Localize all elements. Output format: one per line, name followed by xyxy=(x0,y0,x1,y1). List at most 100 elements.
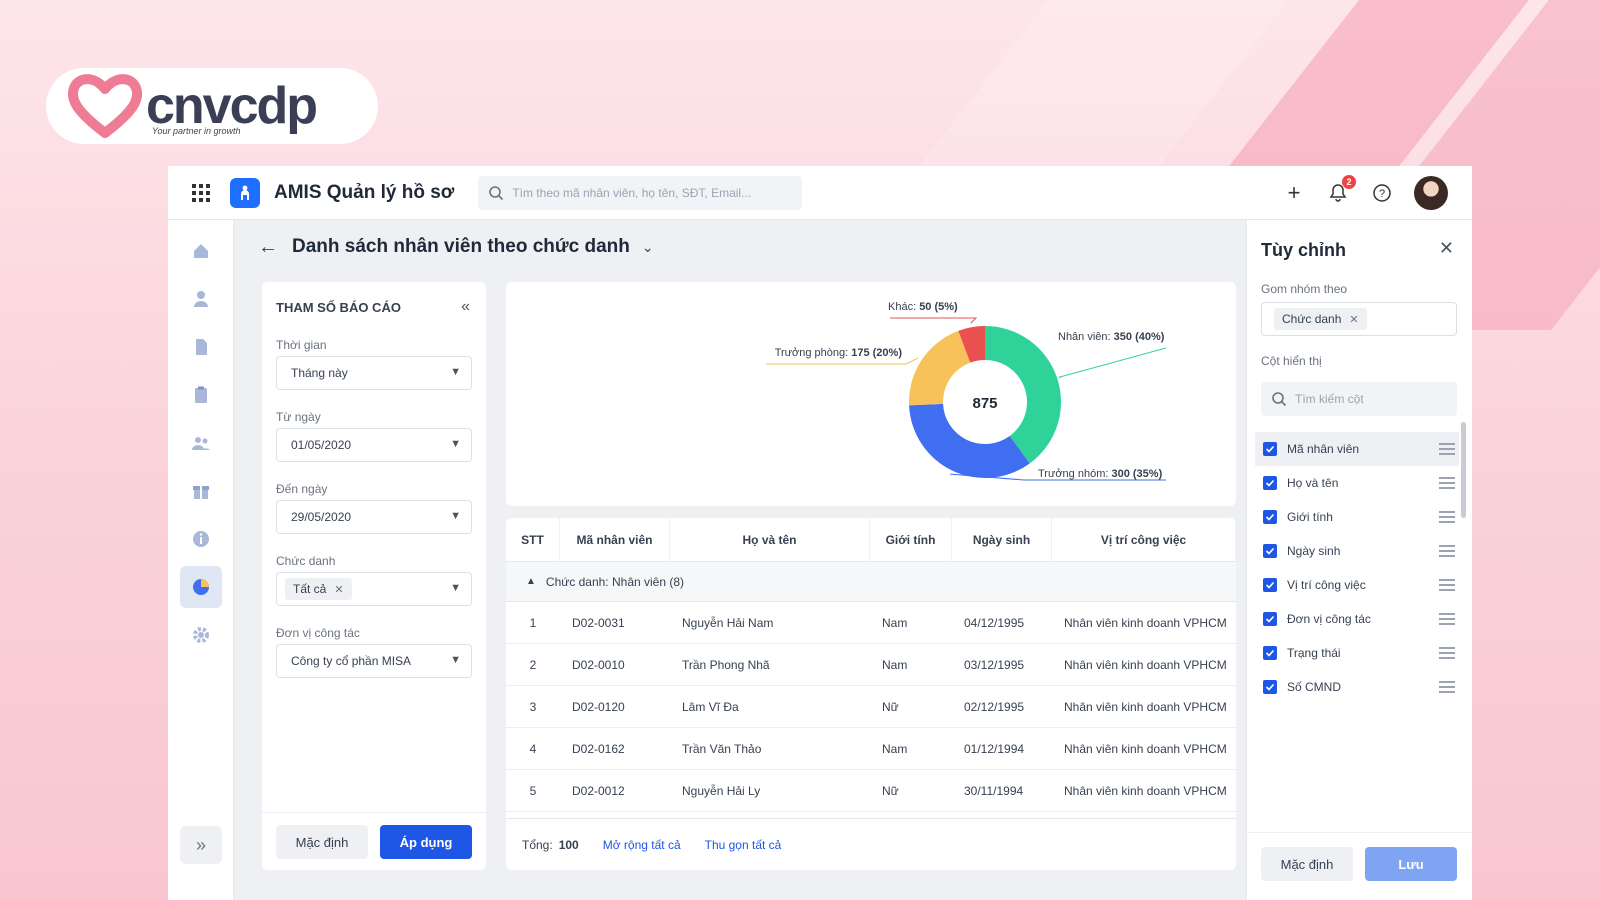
column-option-label: Vị trí công việc xyxy=(1287,578,1366,592)
to-date-value: 29/05/2020 xyxy=(291,510,352,524)
table-row[interactable]: 4 D02-0162 Trần Văn Thảo Nam 01/12/1994 Nhân … xyxy=(506,728,1236,770)
drag-handle-icon[interactable] xyxy=(1439,477,1455,489)
column-search-input[interactable] xyxy=(1295,392,1445,406)
column-header[interactable]: Mã nhân viên xyxy=(560,518,670,562)
nav-info[interactable] xyxy=(180,518,222,560)
default-button[interactable]: Mặc định xyxy=(276,825,368,859)
checkbox[interactable] xyxy=(1263,680,1277,694)
back-arrow-icon[interactable]: ← xyxy=(258,235,278,258)
column-option[interactable]: Ngày sinh xyxy=(1255,534,1459,568)
column-header[interactable]: Họ và tên xyxy=(670,518,870,562)
person-icon xyxy=(194,291,208,307)
chevron-up-icon[interactable]: ▲ xyxy=(526,576,536,587)
table-row[interactable]: 1 D02-0031 Nguyễn Hải Nam Nam 04/12/1995 Nhân… xyxy=(506,602,1236,644)
column-option[interactable]: Vị trí công việc xyxy=(1255,568,1459,602)
column-option[interactable]: Giới tính xyxy=(1255,500,1459,534)
nav-documents[interactable] xyxy=(180,326,222,368)
drag-handle-icon[interactable] xyxy=(1439,613,1455,625)
checkbox[interactable] xyxy=(1263,578,1277,592)
save-button[interactable]: Lưu xyxy=(1365,847,1457,881)
nav-records[interactable] xyxy=(180,374,222,416)
column-header[interactable]: Ngày sinh xyxy=(952,518,1052,562)
chevron-down-icon[interactable]: ⌄ xyxy=(641,238,654,255)
column-option[interactable]: Số CMND xyxy=(1255,670,1459,704)
group-row[interactable]: ▲ Chức danh: Nhân viên (8) xyxy=(506,562,1236,602)
nav-benefits[interactable] xyxy=(180,470,222,512)
table-footer: Tổng: 100 Mở rộng tất cả Thu gọn tất cả xyxy=(506,818,1236,870)
drag-handle-icon[interactable] xyxy=(1439,579,1455,591)
params-footer: Mặc định Áp dụng xyxy=(262,812,486,870)
column-option-label: Trạng thái xyxy=(1287,646,1341,660)
drag-handle-icon[interactable] xyxy=(1439,647,1455,659)
close-icon[interactable]: ✕ xyxy=(1438,238,1454,258)
table-cell: D02-0162 xyxy=(572,742,625,756)
drag-handle-icon[interactable] xyxy=(1439,545,1455,557)
slice-label: Trưởng nhóm: 300 (35%) xyxy=(1038,468,1163,480)
column-header[interactable]: STT xyxy=(506,518,560,562)
checkbox[interactable] xyxy=(1263,544,1277,558)
svg-text:?: ? xyxy=(1379,188,1385,200)
column-option-label: Số CMND xyxy=(1287,680,1342,694)
brand-name: cnvcdp xyxy=(146,77,318,135)
drag-handle-icon[interactable] xyxy=(1439,681,1455,693)
table-cell: Nữ xyxy=(882,784,899,798)
drag-handle-icon[interactable] xyxy=(1439,443,1455,455)
column-header[interactable]: Giới tính xyxy=(870,518,952,562)
to-date-field[interactable]: 29/05/2020 ▼ xyxy=(276,500,472,534)
unit-select[interactable]: Công ty cổ phần MISA ▼ xyxy=(276,644,472,678)
group-by-field[interactable]: Chức danh ✕ xyxy=(1261,302,1457,336)
table-row[interactable]: 2 D02-0010 Trần Phong Nhã Nam 03/12/1995 Nhân… xyxy=(506,644,1236,686)
time-select[interactable]: Tháng này ▼ xyxy=(276,356,472,390)
column-search xyxy=(1261,382,1457,416)
collapse-all-link[interactable]: Thu gọn tất cả xyxy=(704,837,782,852)
column-option-label: Ngày sinh xyxy=(1287,544,1341,558)
checkbox[interactable] xyxy=(1263,476,1277,490)
drag-handle-icon[interactable] xyxy=(1439,511,1455,523)
donut-slice[interactable] xyxy=(909,330,971,406)
column-option[interactable]: Trạng thái xyxy=(1255,636,1459,670)
customize-title: Tùy chỉnh xyxy=(1261,240,1346,260)
notification-bell-icon[interactable]: 2 xyxy=(1326,175,1356,205)
column-header[interactable]: Vị trí công việc xyxy=(1052,518,1236,562)
nav-employees[interactable] xyxy=(180,422,222,464)
total-label: Tổng: xyxy=(522,837,553,852)
donut-slice[interactable] xyxy=(909,403,1030,478)
nav-settings[interactable] xyxy=(180,614,222,656)
add-icon[interactable]: + xyxy=(1287,180,1301,205)
column-option[interactable]: Họ và tên xyxy=(1255,466,1459,500)
table-row[interactable]: 3 D02-0120 Lâm Vĩ Đa Nữ 02/12/1995 Nhân viên … xyxy=(506,686,1236,728)
remove-chip-icon[interactable]: ✕ xyxy=(334,583,344,596)
nav-home[interactable] xyxy=(180,230,222,272)
collapse-left-icon[interactable]: « xyxy=(461,298,470,315)
apply-button[interactable]: Áp dụng xyxy=(380,825,472,859)
donut-chart: 875 Nhân viên: 350 (40%) Trưởng nhóm: 300 … xyxy=(766,301,1167,481)
nav-profile[interactable] xyxy=(180,278,222,320)
checkbox[interactable] xyxy=(1263,646,1277,660)
app-grid-icon[interactable] xyxy=(192,183,210,202)
table-cell: Trần Phong Nhã xyxy=(682,658,770,672)
remove-chip-icon[interactable]: ✕ xyxy=(1349,313,1359,326)
help-icon[interactable]: ? xyxy=(1370,181,1394,205)
nav-reports[interactable] xyxy=(180,566,222,608)
column-option-label: Giới tính xyxy=(1287,510,1333,524)
checkbox[interactable] xyxy=(1263,510,1277,524)
checkbox[interactable] xyxy=(1263,442,1277,456)
table-row[interactable]: 5 D02-0012 Nguyễn Hải Ly Nữ 30/11/1994 Nhân v… xyxy=(506,770,1236,812)
column-option[interactable]: Đơn vị công tác xyxy=(1255,602,1459,636)
table-cell: Nam xyxy=(882,658,908,672)
job-title-select[interactable]: Tất cả ✕ ▼ xyxy=(276,572,472,606)
group-by-label: Gom nhóm theo xyxy=(1261,282,1348,296)
scrollbar[interactable] xyxy=(1461,422,1466,518)
checkbox[interactable] xyxy=(1263,612,1277,626)
expand-all-link[interactable]: Mở rộng tất cả xyxy=(602,837,681,852)
donut-slice[interactable] xyxy=(958,326,985,363)
from-date-field[interactable]: 01/05/2020 ▼ xyxy=(276,428,472,462)
check-icon xyxy=(1265,479,1275,487)
page-title: Danh sách nhân viên theo chức danh xyxy=(292,236,630,257)
nav-expand-button[interactable]: » xyxy=(180,826,222,864)
column-option[interactable]: Mã nhân viên xyxy=(1255,432,1459,466)
donut-slice[interactable] xyxy=(985,326,1061,464)
reset-default-button[interactable]: Mặc định xyxy=(1261,847,1353,881)
user-avatar[interactable] xyxy=(1414,176,1448,210)
global-search-input[interactable] xyxy=(512,185,793,200)
